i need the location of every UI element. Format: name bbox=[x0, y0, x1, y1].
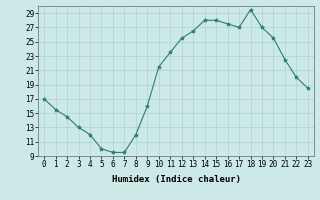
X-axis label: Humidex (Indice chaleur): Humidex (Indice chaleur) bbox=[111, 175, 241, 184]
